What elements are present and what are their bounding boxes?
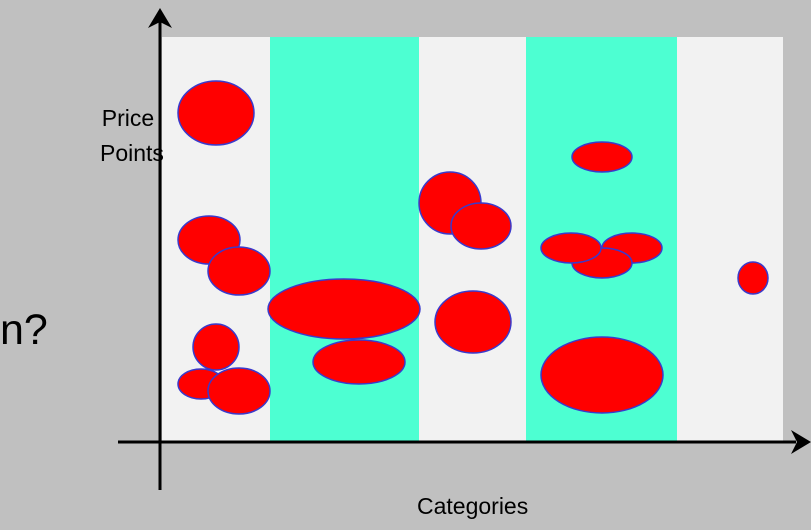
category-bands bbox=[162, 37, 783, 442]
cut-off-text: n? bbox=[0, 306, 48, 354]
bubble bbox=[737, 261, 769, 295]
bubble bbox=[312, 339, 406, 385]
bubble bbox=[571, 141, 633, 173]
y-axis-arrow-icon bbox=[148, 8, 172, 28]
band-5 bbox=[677, 37, 783, 442]
bubble bbox=[540, 336, 664, 414]
bubble bbox=[177, 80, 255, 146]
x-axis-label: Categories bbox=[417, 493, 529, 519]
bubble bbox=[207, 246, 271, 296]
bubbles bbox=[177, 80, 769, 415]
bubble bbox=[207, 367, 271, 415]
x-axis-arrow-icon bbox=[791, 430, 811, 454]
axes bbox=[118, 8, 811, 490]
y-axis-label-line2: Points bbox=[100, 140, 164, 166]
bubble bbox=[267, 278, 421, 340]
bubble bbox=[540, 232, 602, 264]
y-axis-label-line1: Price bbox=[101, 105, 155, 131]
bubble bbox=[192, 323, 240, 371]
bubble bbox=[450, 202, 512, 250]
bubble bbox=[434, 290, 512, 354]
y-axis-label: Price Points bbox=[100, 101, 164, 171]
